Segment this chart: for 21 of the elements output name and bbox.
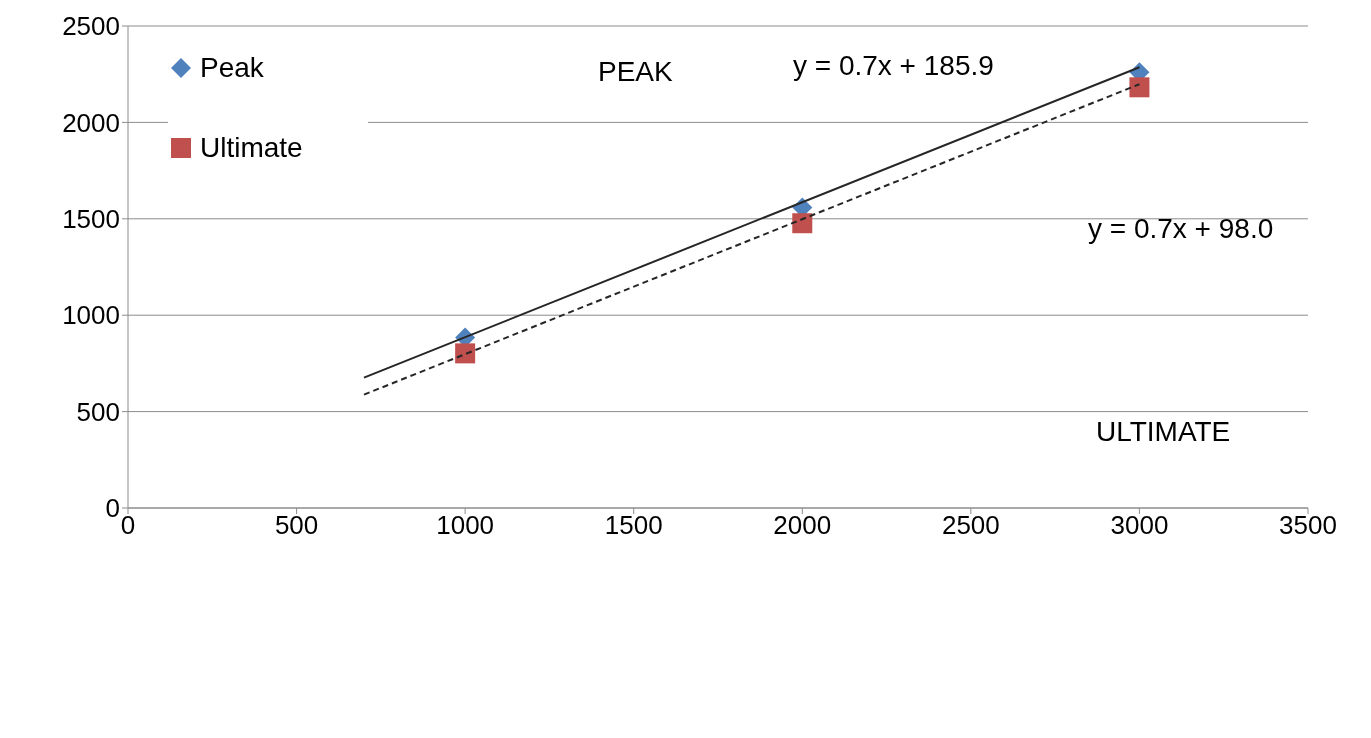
y-tick-label: 500 xyxy=(76,396,120,427)
y-tick-label: 1500 xyxy=(62,204,120,235)
x-tick-label: 1000 xyxy=(436,510,495,541)
annotation: y = 0.7x + 98.0 xyxy=(1088,213,1274,245)
point xyxy=(455,343,476,364)
point xyxy=(1129,77,1150,98)
y-tick-label: 2500 xyxy=(62,11,120,42)
legend-label: Peak xyxy=(200,52,264,84)
x-tick-label: 2000 xyxy=(773,510,832,541)
legend-label: Ultimate xyxy=(200,132,303,164)
annotation: ULTIMATE xyxy=(1096,416,1231,448)
y-tick-label: 2000 xyxy=(62,107,120,138)
x-tick-label: 1500 xyxy=(604,510,663,541)
x-tick-label: 3000 xyxy=(1110,510,1169,541)
annotation: y = 0.7x + 185.9 xyxy=(793,50,994,82)
x-tick-label: 2500 xyxy=(941,510,1000,541)
x-tick-label: 3500 xyxy=(1279,510,1337,541)
x-tick-label: 500 xyxy=(274,510,319,541)
annotation: PEAK xyxy=(598,56,673,88)
y-tick-label: 1000 xyxy=(62,300,120,331)
point xyxy=(792,213,813,234)
